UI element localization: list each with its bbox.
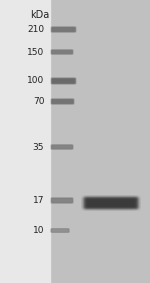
Text: 17: 17 [33, 196, 44, 205]
Text: 10: 10 [33, 226, 44, 235]
Text: 35: 35 [33, 143, 44, 152]
Text: kDa: kDa [30, 10, 49, 20]
Text: 150: 150 [27, 48, 44, 57]
Text: 70: 70 [33, 97, 44, 106]
Bar [0, 0, 50, 283]
Text: 210: 210 [27, 25, 44, 34]
Text: 100: 100 [27, 76, 44, 85]
